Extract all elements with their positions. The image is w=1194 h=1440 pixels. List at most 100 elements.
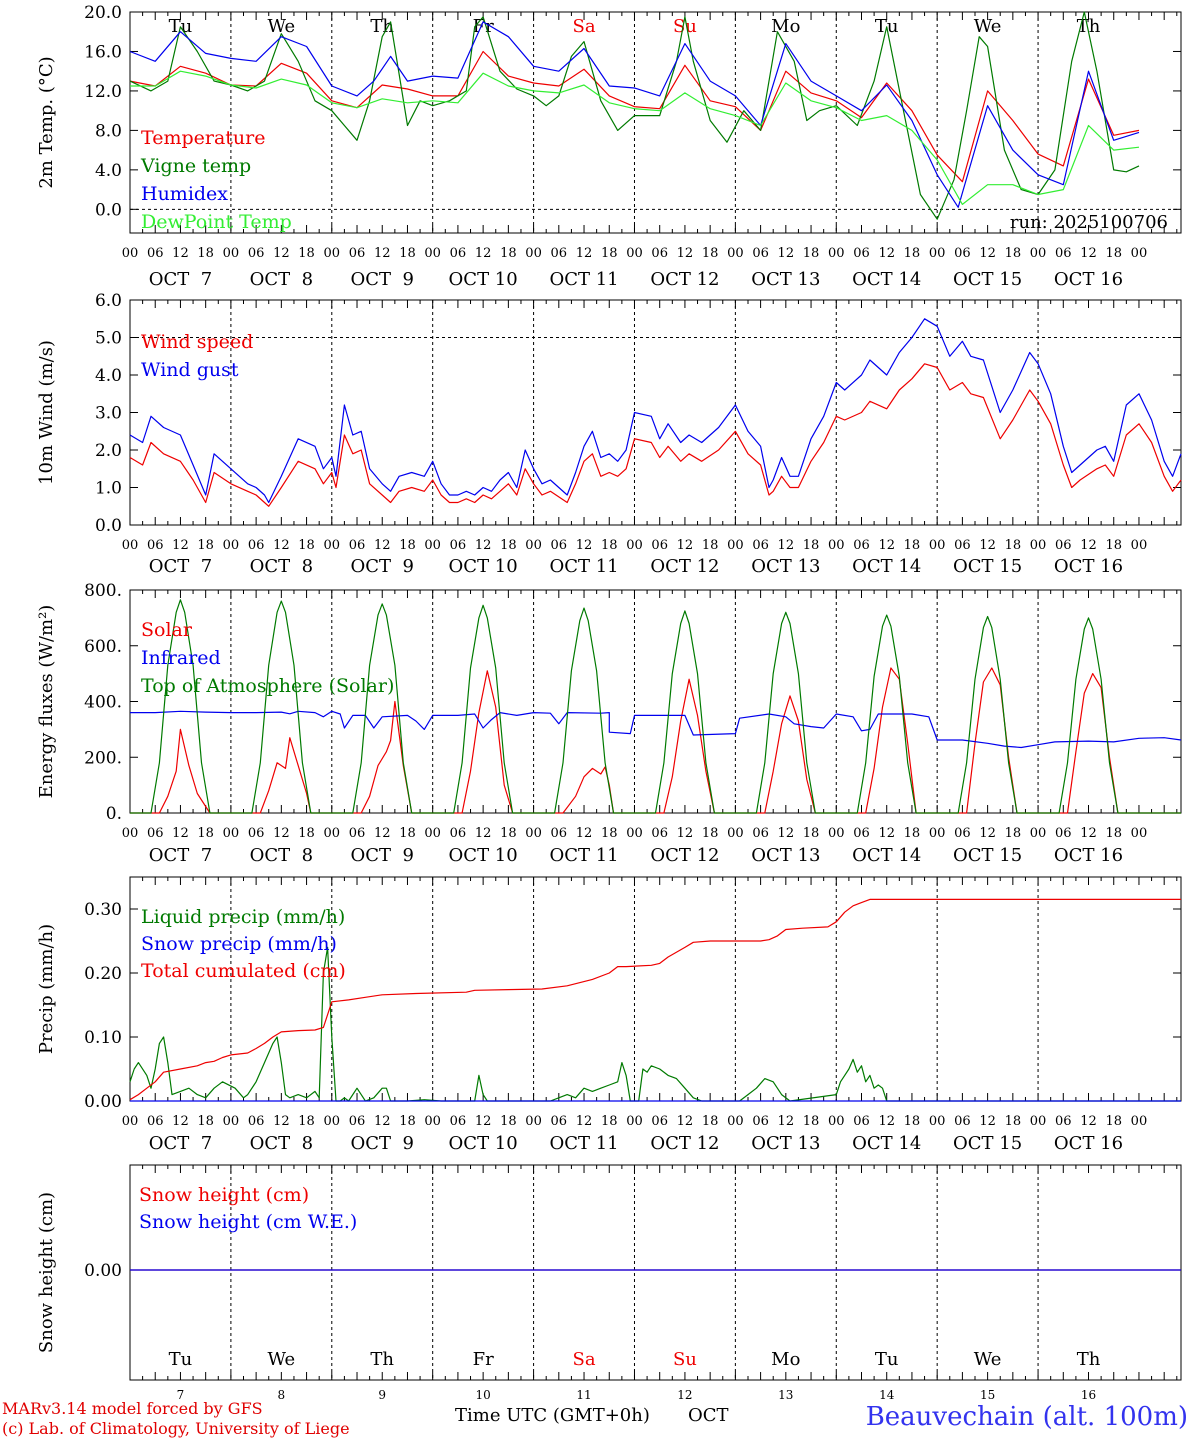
legend-entry: Snow height (cm)	[139, 1184, 309, 1206]
legend-entry: Temperature	[141, 127, 265, 149]
hour-label: 18	[298, 1114, 315, 1129]
hour-label: 06	[853, 826, 870, 841]
weekday-label: Su	[673, 1349, 697, 1370]
date-label: OCT 9	[351, 845, 414, 866]
hour-label: 00	[525, 246, 542, 261]
hour-label: 06	[752, 538, 769, 553]
hour-label: 00	[727, 246, 744, 261]
y-axis-label: Energy fluxes (W/m²)	[36, 605, 57, 799]
y-tick-label: 4.0	[95, 161, 122, 181]
hour-label: 00	[424, 538, 441, 553]
weekday-label: Sa	[573, 1349, 596, 1370]
y-tick-label: 0.0	[95, 516, 122, 536]
hour-label: 06	[954, 246, 971, 261]
hour-label: 12	[273, 826, 290, 841]
weekday-label: Tu	[169, 1349, 193, 1370]
panel-temp: 0.0 4.0 8.0 12.0 16.0 20.0 2m Temp. (°C) 00 06 12…	[36, 3, 1182, 290]
y-tick-label: 20.0	[84, 3, 122, 23]
hour-label: 12	[677, 538, 694, 553]
hour-label: 00	[1030, 246, 1047, 261]
hour-label: 06	[954, 1114, 971, 1129]
hour-label: 12	[172, 538, 189, 553]
date-label: OCT 8	[250, 556, 313, 577]
hour-label: 06	[349, 246, 366, 261]
hour-label: 12	[374, 246, 391, 261]
hour-label: 06	[147, 246, 164, 261]
legend-entry: Snow height (cm W.E.)	[139, 1211, 357, 1233]
hour-label: 18	[197, 1114, 214, 1129]
hour-label: 00	[1131, 246, 1148, 261]
hour-label: 18	[298, 246, 315, 261]
hour-label: 12	[979, 538, 996, 553]
hour-label: 00	[626, 538, 643, 553]
panel-frame	[129, 299, 1182, 526]
y-tick-label: 0.00	[84, 1261, 122, 1281]
hour-label: 12	[979, 826, 996, 841]
day-number-label: 11	[576, 1388, 591, 1402]
hour-label: 00	[727, 826, 744, 841]
hour-label: 00	[324, 246, 341, 261]
hour-label: 18	[197, 246, 214, 261]
date-label: OCT 7	[149, 556, 212, 577]
hour-label: 18	[803, 246, 820, 261]
panel-precip: 0.00 0.10 0.20 0.30 Precip (mm/h) 00 06 12 18 OCT…	[36, 876, 1182, 1154]
hour-label: 00	[828, 1114, 845, 1129]
date-label: OCT 14	[852, 845, 921, 866]
hour-label: 00	[828, 826, 845, 841]
hour-label: 00	[929, 1114, 946, 1129]
hour-label: 06	[349, 538, 366, 553]
hour-label: 00	[727, 538, 744, 553]
date-label: OCT 11	[549, 1133, 618, 1154]
day-number-label: 14	[879, 1388, 895, 1402]
date-label: OCT 13	[751, 269, 820, 290]
hour-label: 06	[651, 1114, 668, 1129]
hour-label: 18	[500, 826, 517, 841]
date-label: OCT 14	[852, 269, 921, 290]
hour-label: 06	[551, 538, 568, 553]
hour-label: 06	[551, 826, 568, 841]
date-label: OCT 16	[1054, 556, 1123, 577]
date-label: OCT 9	[351, 556, 414, 577]
hour-label: 18	[702, 1114, 719, 1129]
hour-label: 12	[475, 538, 492, 553]
hour-label: 18	[702, 246, 719, 261]
date-label: OCT 16	[1054, 269, 1123, 290]
date-label: OCT 14	[852, 556, 921, 577]
series-line-temperature	[129, 50, 1140, 183]
hour-label: 00	[1131, 538, 1148, 553]
date-label: OCT 7	[149, 1133, 212, 1154]
y-axis-label: Precip (mm/h)	[36, 924, 57, 1054]
hour-label: 00	[324, 1114, 341, 1129]
legend-entry: Vigne temp	[140, 155, 251, 177]
weekday-label: We	[974, 16, 1002, 37]
hour-label: 18	[500, 538, 517, 553]
hour-label: 18	[399, 826, 416, 841]
hour-label: 18	[298, 826, 315, 841]
date-label: OCT 8	[250, 845, 313, 866]
panel-snow: 0.00 Snow height (cm) Tu We Th Fr Sa Su Mo Tu We Th…	[36, 1164, 1182, 1402]
hour-label: 12	[778, 826, 795, 841]
hour-label: 06	[1055, 538, 1072, 553]
panel-wind: 0.0 1.0 2.0 3.0 4.0 5.0 6.0 10m Wind (m/s) 00 06 1…	[36, 291, 1182, 577]
hour-label: 12	[1080, 246, 1097, 261]
series-line-infrared	[130, 710, 1182, 749]
hour-label: 00	[1030, 826, 1047, 841]
hour-label: 00	[1131, 826, 1148, 841]
hour-label: 18	[1105, 826, 1122, 841]
hour-label: 18	[197, 538, 214, 553]
hour-label: 12	[778, 1114, 795, 1129]
hour-label: 06	[853, 246, 870, 261]
hour-label: 12	[374, 538, 391, 553]
weekday-label: Th	[1077, 1349, 1101, 1370]
hour-label: 12	[475, 246, 492, 261]
hour-label: 18	[500, 1114, 517, 1129]
hour-label: 00	[626, 246, 643, 261]
hour-label: 06	[349, 1114, 366, 1129]
weekday-label: We	[974, 1349, 1002, 1370]
hour-label: 06	[248, 1114, 265, 1129]
y-tick-label: 0.	[106, 804, 122, 824]
legend-entry: Wind gust	[141, 359, 239, 381]
hour-label: 18	[601, 538, 618, 553]
hour-label: 18	[702, 826, 719, 841]
